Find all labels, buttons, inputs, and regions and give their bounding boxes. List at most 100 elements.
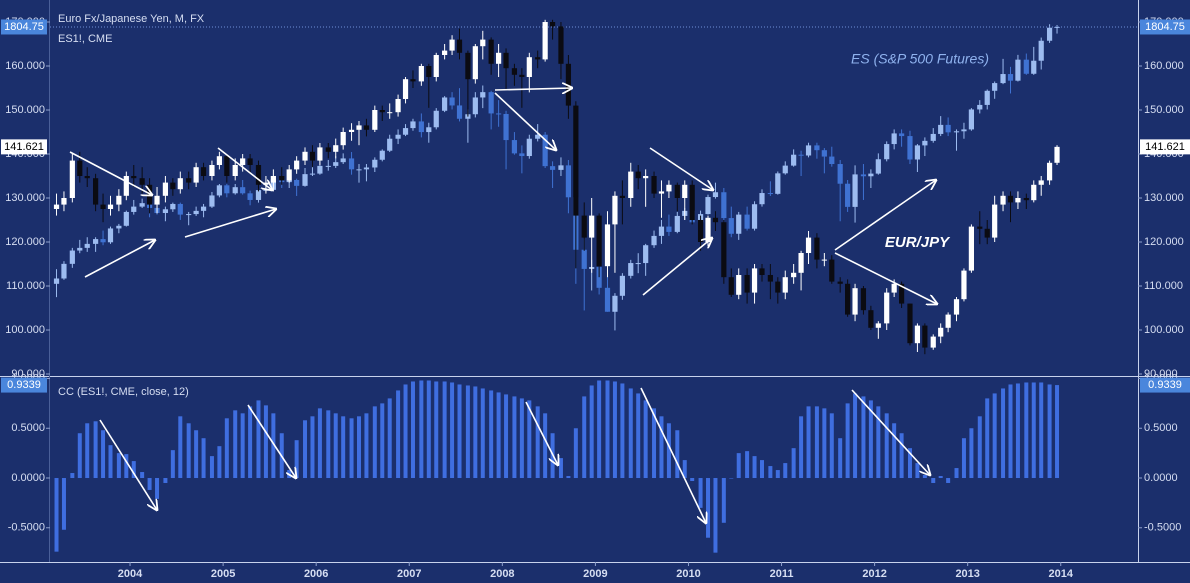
candle-body <box>953 299 960 315</box>
candle-body <box>488 39 494 64</box>
candle-body <box>814 145 820 151</box>
bar <box>713 478 718 553</box>
candle-body <box>333 145 339 152</box>
y-tick-label: 110.000 <box>1144 280 1183 292</box>
bar <box>752 456 757 479</box>
bar <box>434 381 439 479</box>
candle-body <box>736 214 742 234</box>
candle-body <box>200 206 207 211</box>
candle-body <box>84 175 90 179</box>
candle-body <box>162 209 169 214</box>
candle-body <box>1038 40 1044 61</box>
annotation: ES (S&P 500 Futures) <box>851 51 989 67</box>
bar <box>620 383 625 479</box>
candle-body <box>333 162 339 166</box>
candle-body <box>456 39 463 53</box>
candle-body <box>868 173 874 177</box>
candle-body <box>535 134 541 139</box>
bar <box>54 478 59 552</box>
candle-body <box>1046 162 1053 181</box>
candle-body <box>372 159 378 168</box>
bar <box>721 478 726 523</box>
bar <box>504 394 509 479</box>
bar <box>814 406 819 479</box>
y-tick-label: 150.000 <box>1144 104 1184 116</box>
candle-body <box>442 50 448 56</box>
bar <box>194 430 199 479</box>
candle-body <box>519 74 525 78</box>
bar <box>527 400 532 479</box>
candle-body <box>573 105 579 216</box>
bar <box>170 450 175 479</box>
candle-body <box>224 156 230 176</box>
y-tick-label: 150.000 <box>5 104 45 116</box>
candle-body <box>107 204 114 209</box>
bar <box>442 381 447 479</box>
bar <box>675 430 680 479</box>
bar <box>1039 382 1044 479</box>
candle-body <box>402 79 409 100</box>
last-price-box <box>1140 139 1190 155</box>
candle-body <box>782 165 788 174</box>
bar <box>403 384 408 479</box>
candle-body <box>363 167 370 170</box>
candle-body <box>992 204 998 238</box>
candle-body <box>922 140 928 146</box>
candle-body <box>635 263 641 265</box>
candle-body <box>519 153 525 157</box>
last-price-box <box>1140 19 1190 35</box>
bar <box>612 381 617 479</box>
candle-body <box>860 288 867 311</box>
candle-body <box>643 175 649 179</box>
candle-body <box>247 193 253 200</box>
candle-body <box>759 193 765 205</box>
candle-body <box>930 133 936 141</box>
candle-body <box>666 184 672 192</box>
bar <box>233 410 238 479</box>
candle-body <box>907 303 913 344</box>
candle-body <box>805 237 812 253</box>
last-price-label: 1804.75 <box>4 21 44 33</box>
candle-body <box>791 272 797 278</box>
bar <box>861 396 866 479</box>
candle-body <box>1007 195 1014 203</box>
bar <box>1001 388 1006 479</box>
candle-body <box>216 156 222 165</box>
y-tick-label: 120.000 <box>1144 236 1184 248</box>
candle-body <box>705 217 711 242</box>
candle-body <box>232 187 238 194</box>
candle-body <box>759 268 765 275</box>
candle-body <box>503 113 509 141</box>
bar <box>729 478 734 479</box>
bar <box>868 400 873 479</box>
candle-body <box>884 144 890 160</box>
candle-body <box>53 278 60 284</box>
y-tick-label: 100.000 <box>5 324 45 336</box>
candle-body <box>216 185 222 196</box>
x-tick-label: 2011 <box>770 568 794 580</box>
bar <box>884 413 889 479</box>
candle-body <box>255 190 262 200</box>
candle-body <box>1007 74 1014 81</box>
candle-body <box>596 267 602 288</box>
candle-body <box>875 323 881 328</box>
candle-body <box>619 275 625 296</box>
candle-body <box>805 145 812 156</box>
candle-body <box>922 325 928 348</box>
candle-body <box>898 283 905 304</box>
candle-body <box>612 195 618 225</box>
candle-body <box>177 203 183 215</box>
candle-body <box>426 66 432 78</box>
candle-body <box>884 292 890 324</box>
bar <box>643 400 648 479</box>
bar <box>77 433 82 479</box>
y-tick-label: 130.000 <box>5 192 45 204</box>
candle-body <box>845 183 851 207</box>
labels: Euro Fx/Japanese Yen, M, FX ES1!, CME CC… <box>1 13 1190 398</box>
candle-body <box>712 192 719 198</box>
candle-body <box>1046 27 1053 41</box>
candle-body <box>363 125 370 130</box>
arrow <box>69 151 152 195</box>
candle-body <box>511 140 518 154</box>
